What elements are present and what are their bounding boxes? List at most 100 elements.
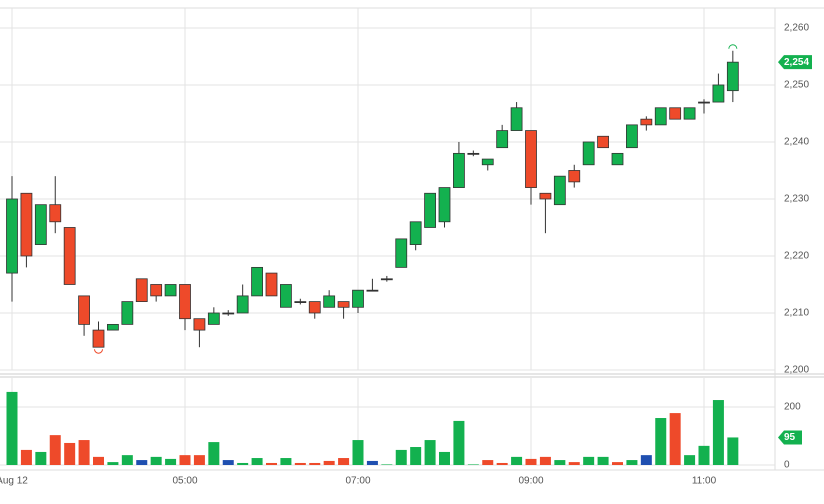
candle-body [366,289,379,292]
candle-body [481,158,494,166]
volume-tag [778,430,802,445]
price-tag [778,55,812,70]
candle-body [525,130,537,188]
volume-bar [20,449,32,465]
candle-body [568,170,581,183]
volume-bar [237,462,249,465]
candle-body [640,118,653,126]
x-tick-label: Aug 12 [0,476,28,487]
volume-bar [712,400,724,465]
volume-bar [453,420,465,465]
candle-body [207,312,220,325]
y-tick-label: 2,240 [784,137,809,148]
volume-bar [6,391,18,465]
candle-body [395,238,408,268]
candle-body [121,301,134,325]
volume-bar [266,462,277,465]
volume-bar [280,458,292,465]
volume-bar [410,447,422,465]
x-tick-label: 05:00 [172,476,197,487]
volume-bar [165,458,177,465]
candle-body [654,107,667,126]
candle-body [49,204,62,223]
volume-bar [121,455,133,465]
candle-body [698,101,710,104]
volume-bar [366,460,378,465]
volume-bar [612,462,623,465]
volume-bar [338,458,350,465]
candle-body [179,284,191,320]
volume-bar [698,445,710,465]
candle-body [63,227,76,285]
candle-body [380,278,393,281]
candle-body [294,301,307,303]
candle-body [424,192,436,228]
volume-bar [640,455,652,465]
volume-bar [352,440,364,465]
candle-body [20,192,33,257]
volume-bar [467,464,479,465]
y-tick-label: 2,230 [784,194,809,205]
price-tag-label: 2,254 [784,57,809,68]
volume-bar [64,442,76,465]
volume-bar [669,413,681,465]
candle-body [510,107,523,131]
candle-body [626,124,638,149]
x-tick-label: 11:00 [692,476,717,487]
candle-body [712,84,725,103]
candle-body [280,284,292,308]
candle-body [323,295,336,308]
volume-bar [395,449,407,465]
volume-bar [179,455,191,465]
volume-bar [655,418,667,465]
volume-bar [439,451,450,465]
candle-body [337,301,350,308]
y-tick-label: 2,250 [784,80,809,91]
volume-bar [583,456,595,465]
candle-body [669,107,682,120]
volume-bar [208,442,220,465]
volume-bar [193,455,205,465]
candle-body [251,266,263,297]
volume-bar [424,440,436,465]
candle-body [611,152,624,166]
volume-bar [568,462,580,465]
volume-bar [78,440,90,465]
candle-body [352,289,364,308]
candle-body [438,187,451,223]
volume-bar [525,458,537,465]
volume-bar [554,460,566,465]
volume-bar [539,456,551,465]
volume-bar [49,435,61,465]
candle-body [34,204,47,245]
candle-body [135,278,148,302]
y-tick-label: 2,260 [784,23,809,34]
candle-body [597,135,609,149]
candle-body [193,318,206,331]
candle-body [150,284,163,297]
volume-bar [323,460,335,465]
candle-body [539,192,552,200]
candle-body [78,295,90,325]
volume-bar [150,456,162,465]
candle-body [453,152,465,188]
volume-tick-label: 0 [784,460,790,471]
candle-body [582,141,595,166]
volume-bar [35,451,47,465]
volume-tick-label: 200 [784,402,801,413]
volume-bar [511,456,523,465]
y-tick-label: 2,210 [784,308,809,319]
volume-bar [496,462,508,465]
candle-body [164,284,177,297]
candle-body [265,272,278,297]
volume-bar [482,460,494,465]
x-tick-label: 09:00 [518,476,543,487]
high-marker [728,44,738,49]
volume-bar [93,456,104,465]
low-marker [94,349,103,354]
volume-bar [294,462,306,465]
candle-body [222,312,235,315]
volume-bar [107,462,119,465]
candle-body [409,221,422,245]
